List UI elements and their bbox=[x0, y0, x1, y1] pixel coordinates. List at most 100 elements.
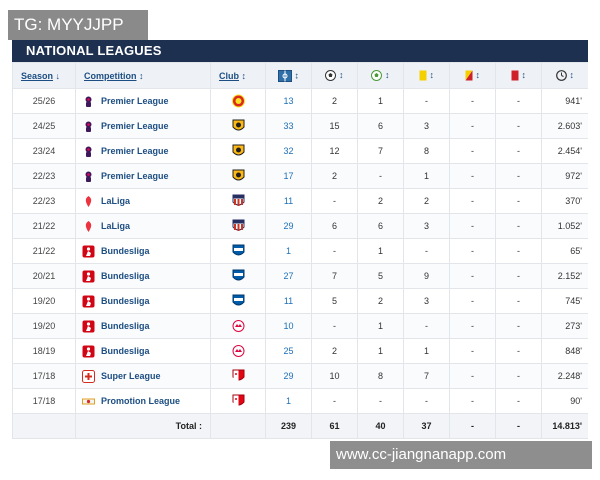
appearances-cell[interactable]: 10 bbox=[265, 313, 312, 339]
sort-yellow-red-cards[interactable]: ↕ bbox=[449, 62, 496, 89]
club-cell[interactable] bbox=[210, 313, 266, 339]
competition-cell[interactable]: Bundesliga bbox=[75, 288, 211, 314]
season-cell: 23/24 bbox=[12, 138, 76, 164]
rb-leipzig-crest-icon[interactable] bbox=[232, 319, 245, 333]
season-cell: 17/18 bbox=[12, 363, 76, 389]
competition-cell[interactable]: Premier League bbox=[75, 138, 211, 164]
competition-link[interactable]: Promotion League bbox=[101, 396, 181, 406]
appearances-cell[interactable]: 29 bbox=[265, 213, 312, 239]
appearances-cell[interactable]: 27 bbox=[265, 263, 312, 289]
season-cell: 25/26 bbox=[12, 88, 76, 114]
hertha-bsc-crest-icon[interactable] bbox=[232, 269, 245, 283]
competition-link[interactable]: Bundesliga bbox=[101, 271, 150, 281]
club-cell[interactable] bbox=[210, 238, 266, 264]
club-cell[interactable] bbox=[210, 113, 266, 139]
appearances-cell[interactable]: 11 bbox=[265, 188, 312, 214]
club-cell[interactable] bbox=[210, 138, 266, 164]
goals-icon bbox=[325, 70, 337, 82]
sort-competition[interactable]: Competition ↕ bbox=[75, 62, 211, 89]
yellow-cards-cell: 7 bbox=[403, 363, 450, 389]
club-cell[interactable] bbox=[210, 288, 266, 314]
competition-cell[interactable]: LaLiga bbox=[75, 188, 211, 214]
sort-icon: ↕ bbox=[429, 69, 435, 80]
assists-cell: 6 bbox=[357, 113, 404, 139]
competition-cell[interactable]: Premier League bbox=[75, 88, 211, 114]
appearances-cell[interactable]: 32 bbox=[265, 138, 312, 164]
sort-icon: ↕ bbox=[521, 69, 527, 80]
competition-link[interactable]: Bundesliga bbox=[101, 346, 150, 356]
rb-leipzig-crest-icon[interactable] bbox=[232, 344, 245, 358]
hertha-bsc-crest-icon[interactable] bbox=[232, 244, 245, 258]
club-cell[interactable] bbox=[210, 188, 266, 214]
competition-link[interactable]: Bundesliga bbox=[101, 246, 150, 256]
competition-link[interactable]: Premier League bbox=[101, 171, 169, 181]
competition-cell[interactable]: Bundesliga bbox=[75, 313, 211, 339]
table-row: 17/18 Promotion League 1 - - - - - 90' bbox=[12, 388, 588, 414]
wolves-crest-icon[interactable] bbox=[232, 144, 245, 158]
appearances-cell[interactable]: 11 bbox=[265, 288, 312, 314]
club-cell[interactable] bbox=[210, 363, 266, 389]
competition-link[interactable]: Premier League bbox=[101, 121, 169, 131]
laliga-logo-icon bbox=[85, 195, 92, 207]
competition-link[interactable]: LaLiga bbox=[101, 221, 131, 231]
appearances-cell[interactable]: 33 bbox=[265, 113, 312, 139]
competition-cell[interactable]: LaLiga bbox=[75, 213, 211, 239]
season-cell: 21/22 bbox=[12, 213, 76, 239]
appearances-cell[interactable]: 29 bbox=[265, 363, 312, 389]
appearances-cell[interactable]: 17 bbox=[265, 163, 312, 189]
club-cell[interactable] bbox=[210, 88, 266, 114]
atletico-madrid-crest-icon[interactable] bbox=[232, 219, 245, 233]
appearances-cell[interactable]: 1 bbox=[265, 238, 312, 264]
goals-cell: 6 bbox=[311, 213, 358, 239]
competition-link[interactable]: Premier League bbox=[101, 96, 169, 106]
competition-cell[interactable]: Premier League bbox=[75, 113, 211, 139]
competition-link[interactable]: Bundesliga bbox=[101, 321, 150, 331]
yellow-red-cards-cell: - bbox=[449, 88, 496, 114]
sort-yellow-cards[interactable]: ↕ bbox=[403, 62, 450, 89]
yellow-cards-cell: 1 bbox=[403, 338, 450, 364]
appearances-cell[interactable]: 25 bbox=[265, 338, 312, 364]
competition-cell[interactable]: Bundesliga bbox=[75, 238, 211, 264]
sort-minutes[interactable]: ↕ bbox=[541, 62, 588, 89]
assists-cell: 5 bbox=[357, 263, 404, 289]
competition-cell[interactable]: Bundesliga bbox=[75, 263, 211, 289]
competition-cell[interactable]: Promotion League bbox=[75, 388, 211, 414]
appearances-cell[interactable]: 1 bbox=[265, 388, 312, 414]
wolves-crest-icon[interactable] bbox=[232, 119, 245, 133]
premier-league-logo-icon bbox=[85, 171, 92, 182]
manchester-united-crest-icon[interactable] bbox=[231, 94, 245, 108]
minutes-cell: 65' bbox=[541, 238, 588, 264]
red-cards-cell: - bbox=[495, 288, 542, 314]
club-cell[interactable] bbox=[210, 263, 266, 289]
sort-appearances[interactable]: ↕ bbox=[265, 62, 312, 89]
atletico-madrid-crest-icon[interactable] bbox=[232, 194, 245, 208]
minutes-cell: 2.248' bbox=[541, 363, 588, 389]
competition-cell[interactable]: Premier League bbox=[75, 163, 211, 189]
sort-red-cards[interactable]: ↕ bbox=[495, 62, 542, 89]
club-cell[interactable] bbox=[210, 338, 266, 364]
sort-season[interactable]: Season ↓ bbox=[12, 62, 76, 89]
fc-sion-crest-icon[interactable] bbox=[232, 394, 245, 408]
appearances-icon bbox=[277, 69, 292, 82]
sort-goals[interactable]: ↕ bbox=[311, 62, 358, 89]
competition-cell[interactable]: Super League bbox=[75, 363, 211, 389]
wolves-crest-icon[interactable] bbox=[232, 169, 245, 183]
club-cell[interactable] bbox=[210, 388, 266, 414]
sort-club[interactable]: Club ↕ bbox=[210, 62, 266, 89]
competition-cell[interactable]: Bundesliga bbox=[75, 338, 211, 364]
competition-link[interactable]: LaLiga bbox=[101, 196, 131, 206]
competition-link[interactable]: Super League bbox=[101, 371, 161, 381]
hertha-bsc-crest-icon[interactable] bbox=[232, 294, 245, 308]
red-cards-cell: - bbox=[495, 213, 542, 239]
club-cell[interactable] bbox=[210, 213, 266, 239]
fc-sion-crest-icon[interactable] bbox=[232, 369, 245, 383]
sort-assists[interactable]: ↕ bbox=[357, 62, 404, 89]
competition-link[interactable]: Premier League bbox=[101, 146, 169, 156]
minutes-clock-icon bbox=[556, 70, 567, 81]
competition-link[interactable]: Bundesliga bbox=[101, 296, 150, 306]
sort-icon: ↕ bbox=[294, 69, 300, 80]
yellow-red-cards-cell: - bbox=[449, 113, 496, 139]
club-cell[interactable] bbox=[210, 163, 266, 189]
yellow-cards-cell: - bbox=[403, 238, 450, 264]
appearances-cell[interactable]: 13 bbox=[265, 88, 312, 114]
